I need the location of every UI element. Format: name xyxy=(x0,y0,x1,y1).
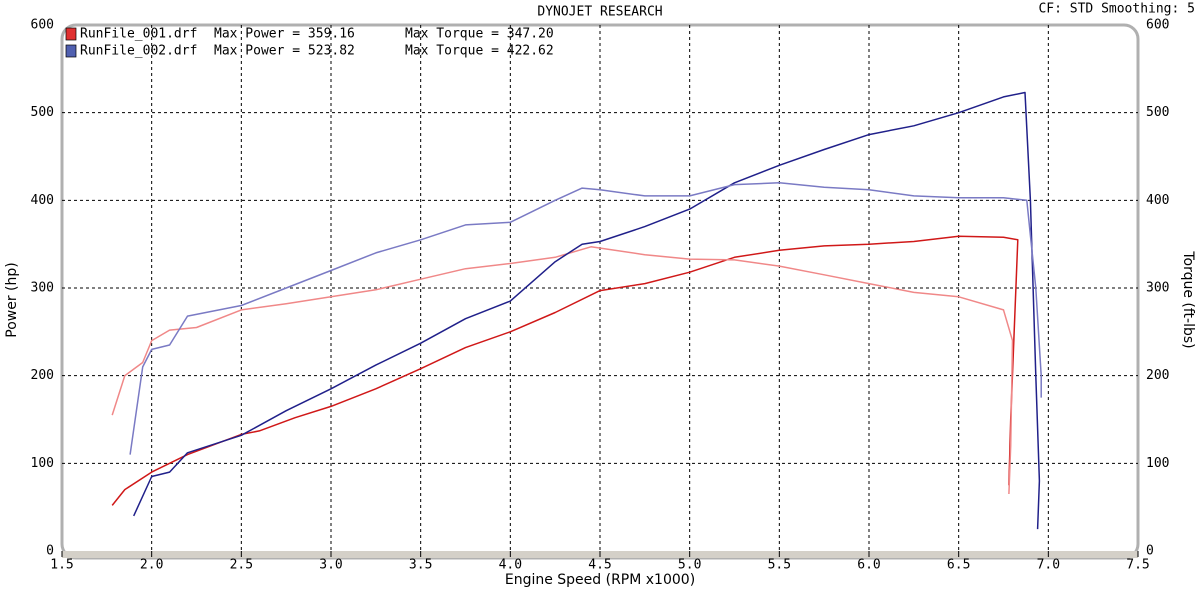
y2-tick-label: 300 xyxy=(1146,281,1169,296)
chart-subtitle: CF: STD Smoothing: 5 xyxy=(1038,2,1195,17)
y-tick-label: 400 xyxy=(31,193,54,208)
legend-power: Max Power = 359.16 xyxy=(214,27,355,42)
x-tick-label: 7.0 xyxy=(1037,558,1060,573)
x-tick-label: 7.5 xyxy=(1126,558,1149,573)
y2-tick-label: 100 xyxy=(1146,456,1169,471)
x-tick-label: 3.5 xyxy=(409,558,432,573)
x-tick-label: 6.5 xyxy=(947,558,970,573)
legend-torque: Max Torque = 422.62 xyxy=(405,44,554,59)
x-tick-label: 4.0 xyxy=(499,558,522,573)
legend-power: Max Power = 523.82 xyxy=(214,44,355,59)
y2-tick-label: 500 xyxy=(1146,105,1169,120)
x-axis-label: Engine Speed (RPM x1000) xyxy=(505,572,695,588)
y-tick-label: 600 xyxy=(31,18,54,33)
x-tick-label: 6.0 xyxy=(857,558,880,573)
legend-file: RunFile_002.drf xyxy=(80,44,197,59)
y-tick-label: 300 xyxy=(31,281,54,296)
y-tick-label: 500 xyxy=(31,105,54,120)
legend-file: RunFile_001.drf xyxy=(80,27,197,42)
x-tick-label: 2.5 xyxy=(230,558,253,573)
y2-tick-label: 200 xyxy=(1146,368,1169,383)
x-tick-label: 4.5 xyxy=(588,558,611,573)
y2-tick-label: 400 xyxy=(1146,193,1169,208)
series-line xyxy=(129,182,1042,455)
x-tick-label: 1.5 xyxy=(50,558,73,573)
y2-tick-label: 600 xyxy=(1146,18,1169,33)
x-tick-label: 5.0 xyxy=(678,558,701,573)
y-tick-label: 100 xyxy=(31,456,54,471)
x-tick-label: 3.0 xyxy=(319,558,342,573)
series-line xyxy=(133,91,1041,530)
x-tick-label: 5.5 xyxy=(768,558,791,573)
y-tick-label: 200 xyxy=(31,368,54,383)
legend-swatch xyxy=(65,44,77,58)
y2-axis-label: Torque (ft-lbs) xyxy=(1180,250,1196,348)
legend-swatch xyxy=(65,27,77,41)
y2-tick-label: 0 xyxy=(1146,544,1154,559)
chart-title: DYNOJET RESEARCH xyxy=(537,5,662,20)
legend-torque: Max Torque = 347.20 xyxy=(405,27,554,42)
y-axis-label: Power (hp) xyxy=(4,262,20,337)
x-tick-label: 2.0 xyxy=(140,558,163,573)
y-tick-label: 0 xyxy=(46,544,54,559)
